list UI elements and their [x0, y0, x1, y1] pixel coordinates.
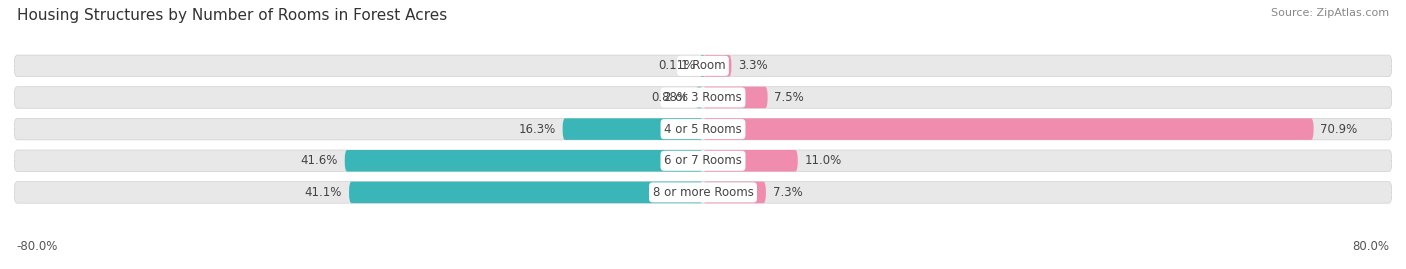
Text: 0.88%: 0.88%: [651, 91, 689, 104]
Text: 6 or 7 Rooms: 6 or 7 Rooms: [664, 154, 742, 167]
Text: 3.3%: 3.3%: [738, 59, 768, 72]
Text: 7.5%: 7.5%: [775, 91, 804, 104]
Text: Source: ZipAtlas.com: Source: ZipAtlas.com: [1271, 8, 1389, 18]
FancyBboxPatch shape: [14, 182, 1392, 203]
Text: 11.0%: 11.0%: [804, 154, 842, 167]
Text: 41.1%: 41.1%: [305, 186, 342, 199]
Text: 1 Room: 1 Room: [681, 59, 725, 72]
FancyBboxPatch shape: [703, 55, 731, 77]
FancyBboxPatch shape: [349, 182, 703, 203]
FancyBboxPatch shape: [14, 118, 1392, 140]
Text: 41.6%: 41.6%: [301, 154, 337, 167]
Text: 16.3%: 16.3%: [519, 123, 555, 136]
Text: 8 or more Rooms: 8 or more Rooms: [652, 186, 754, 199]
FancyBboxPatch shape: [562, 118, 703, 140]
FancyBboxPatch shape: [14, 150, 1392, 172]
FancyBboxPatch shape: [14, 55, 1392, 77]
Text: 7.3%: 7.3%: [773, 186, 803, 199]
Text: 80.0%: 80.0%: [1353, 240, 1389, 253]
Text: 70.9%: 70.9%: [1320, 123, 1358, 136]
FancyBboxPatch shape: [344, 150, 703, 172]
Text: 0.11%: 0.11%: [658, 59, 695, 72]
FancyBboxPatch shape: [703, 182, 766, 203]
FancyBboxPatch shape: [703, 118, 1313, 140]
Text: 4 or 5 Rooms: 4 or 5 Rooms: [664, 123, 742, 136]
Text: 2 or 3 Rooms: 2 or 3 Rooms: [664, 91, 742, 104]
FancyBboxPatch shape: [14, 87, 1392, 108]
FancyBboxPatch shape: [703, 150, 797, 172]
Text: -80.0%: -80.0%: [17, 240, 58, 253]
FancyBboxPatch shape: [703, 87, 768, 108]
FancyBboxPatch shape: [696, 87, 703, 108]
Text: Housing Structures by Number of Rooms in Forest Acres: Housing Structures by Number of Rooms in…: [17, 8, 447, 23]
FancyBboxPatch shape: [700, 55, 704, 77]
